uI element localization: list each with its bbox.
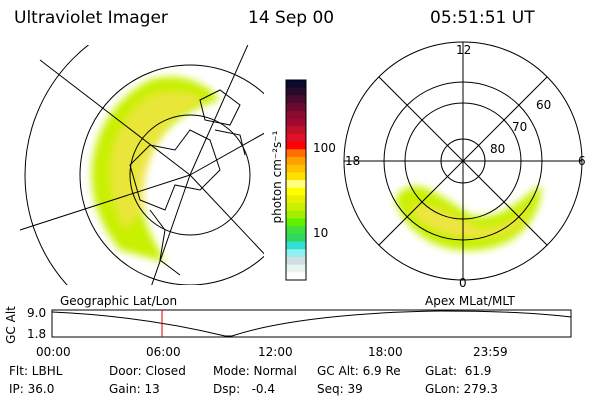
altitude-plot-frame <box>51 309 572 338</box>
lat-label-70: 70 <box>512 120 528 134</box>
time-tick: 12:00 <box>258 345 293 359</box>
colorbar-swatch <box>286 164 306 173</box>
geographic-title: Geographic Lat/Lon <box>60 294 178 308</box>
alt-min: 1.8 <box>27 327 47 341</box>
glon-status: GLon: 279.3 <box>425 382 498 396</box>
colorbar-label: photon cm⁻²s⁻¹ <box>270 130 284 224</box>
apex-title: Apex MLat/MLT <box>425 294 515 308</box>
aurora-oval-polar <box>395 185 541 251</box>
time-label: 05:51:51 UT <box>430 8 535 28</box>
alt-max: 9.0 <box>27 306 47 320</box>
lat-label-60: 60 <box>536 98 552 112</box>
colorbar-swatch <box>286 87 306 96</box>
gain-status: Gain: 13 <box>109 382 160 396</box>
colorbar-tick-10: 10 <box>313 226 329 240</box>
time-tick: 23:59 <box>473 345 508 359</box>
colorbar-swatch <box>286 141 306 150</box>
colorbar-swatch <box>286 118 306 127</box>
colorbar-swatch <box>286 264 306 273</box>
time-tick: 18:00 <box>368 345 403 359</box>
colorbar-swatch <box>286 110 306 119</box>
colorbar-swatch <box>286 241 306 250</box>
colorbar-swatch <box>286 149 306 158</box>
colorbar-swatch <box>286 218 306 227</box>
lat-label-80: 80 <box>490 142 506 156</box>
colorbar-swatch <box>286 172 306 181</box>
colorbar-swatch <box>286 133 306 143</box>
mode-status: Mode: Normal <box>213 364 297 378</box>
colorbar-swatch <box>286 210 306 219</box>
colorbar-swatch <box>286 233 306 243</box>
colorbar-swatch <box>286 272 306 281</box>
time-tick: 06:00 <box>146 345 181 359</box>
colorbar-swatch <box>286 126 306 135</box>
colorbar-swatch <box>286 80 306 89</box>
glat-status: GLat: 61.9 <box>425 364 492 378</box>
colorbar-swatch <box>286 203 306 212</box>
colorbar-swatch <box>286 180 306 189</box>
geographic-map <box>19 45 264 285</box>
colorbar-swatch <box>286 187 306 196</box>
colorbar-swatch <box>286 249 306 258</box>
seq-status: Seq: 39 <box>317 382 363 396</box>
colorbar-swatch <box>286 103 306 112</box>
colorbar <box>286 80 306 281</box>
colorbar-swatch <box>286 156 306 166</box>
door-status: Door: Closed <box>109 364 186 378</box>
time-tick: 00:00 <box>36 345 71 359</box>
mlt-label-12: 12 <box>456 43 472 57</box>
colorbar-tick-100: 100 <box>313 141 336 155</box>
ip-status: IP: 36.0 <box>9 382 55 396</box>
date-label: 14 Sep 00 <box>248 8 335 28</box>
colorbar-swatch <box>286 195 306 204</box>
instrument-title: Ultraviolet Imager <box>14 8 168 28</box>
mlt-label-0: 0 <box>459 276 467 290</box>
gc-alt-axis-label: GC Alt <box>3 306 18 344</box>
gc-alt-status: GC Alt: 6.9 Re <box>317 364 401 378</box>
colorbar-swatch <box>286 226 306 235</box>
mlt-label-6: 6 <box>578 154 586 168</box>
filter-status: Flt: LBHL <box>9 364 63 378</box>
colorbar-swatch <box>286 95 306 104</box>
polar-plot <box>395 185 541 251</box>
colorbar-swatch <box>286 256 306 266</box>
dsp-status: Dsp: -0.4 <box>213 382 276 396</box>
mlt-label-18: 18 <box>345 154 361 168</box>
